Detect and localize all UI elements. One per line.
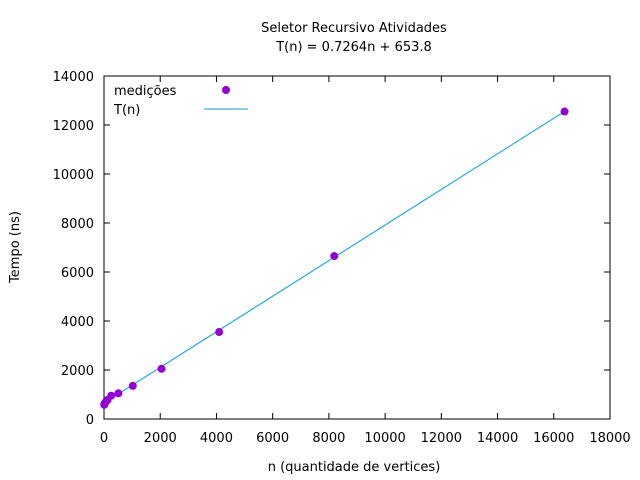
y-tick-label: 8000: [61, 217, 94, 232]
x-tick-label: 12000: [421, 431, 462, 446]
data-point: [157, 364, 166, 373]
plot-axes: [103, 75, 611, 420]
legend-mark-measurements: [221, 86, 230, 95]
x-tick-label: 4000: [200, 431, 233, 446]
measurements-series: [100, 107, 569, 409]
legend-label-measurements: medições: [114, 84, 177, 99]
x-tick-label: 14000: [477, 431, 518, 446]
data-point: [215, 328, 224, 337]
x-tick-label: 10000: [364, 431, 405, 446]
y-axis-label: Tempo (ns): [8, 211, 23, 284]
x-tick-label: 0: [100, 431, 108, 446]
y-tick-label: 14000: [53, 70, 94, 85]
y-tick-label: 4000: [61, 315, 94, 330]
data-point: [560, 107, 569, 116]
x-tick-label: 6000: [256, 431, 289, 446]
legend: medições T(n): [113, 84, 248, 118]
plot-frame: [103, 75, 611, 420]
y-tick-label: 0: [86, 413, 94, 428]
x-tick-label: 18000: [589, 431, 630, 446]
chart-subtitle: T(n) = 0.7264n + 653.8: [275, 40, 432, 55]
x-axis-label: n (quantidade de vertices): [268, 460, 441, 475]
y-axis-ticks: 0 2000 4000 6000 8000 10000 12000 14000: [53, 70, 610, 428]
y-tick-label: 12000: [53, 119, 94, 134]
x-tick-label: 2000: [144, 431, 177, 446]
chart-title: Seletor Recursivo Atividades: [261, 21, 447, 36]
legend-label-fit: T(n): [113, 103, 140, 118]
x-tick-label: 16000: [533, 431, 574, 446]
y-tick-label: 6000: [61, 266, 94, 281]
data-point: [107, 391, 116, 400]
y-tick-label: 10000: [53, 168, 94, 183]
x-tick-label: 8000: [312, 431, 345, 446]
data-point: [128, 381, 137, 390]
y-tick-label: 2000: [61, 364, 94, 379]
data-point: [114, 389, 123, 398]
x-axis-ticks: 0 2000 4000 6000 8000 10000 12000 14000 16000 180…: [100, 76, 631, 446]
data-point: [330, 252, 339, 261]
